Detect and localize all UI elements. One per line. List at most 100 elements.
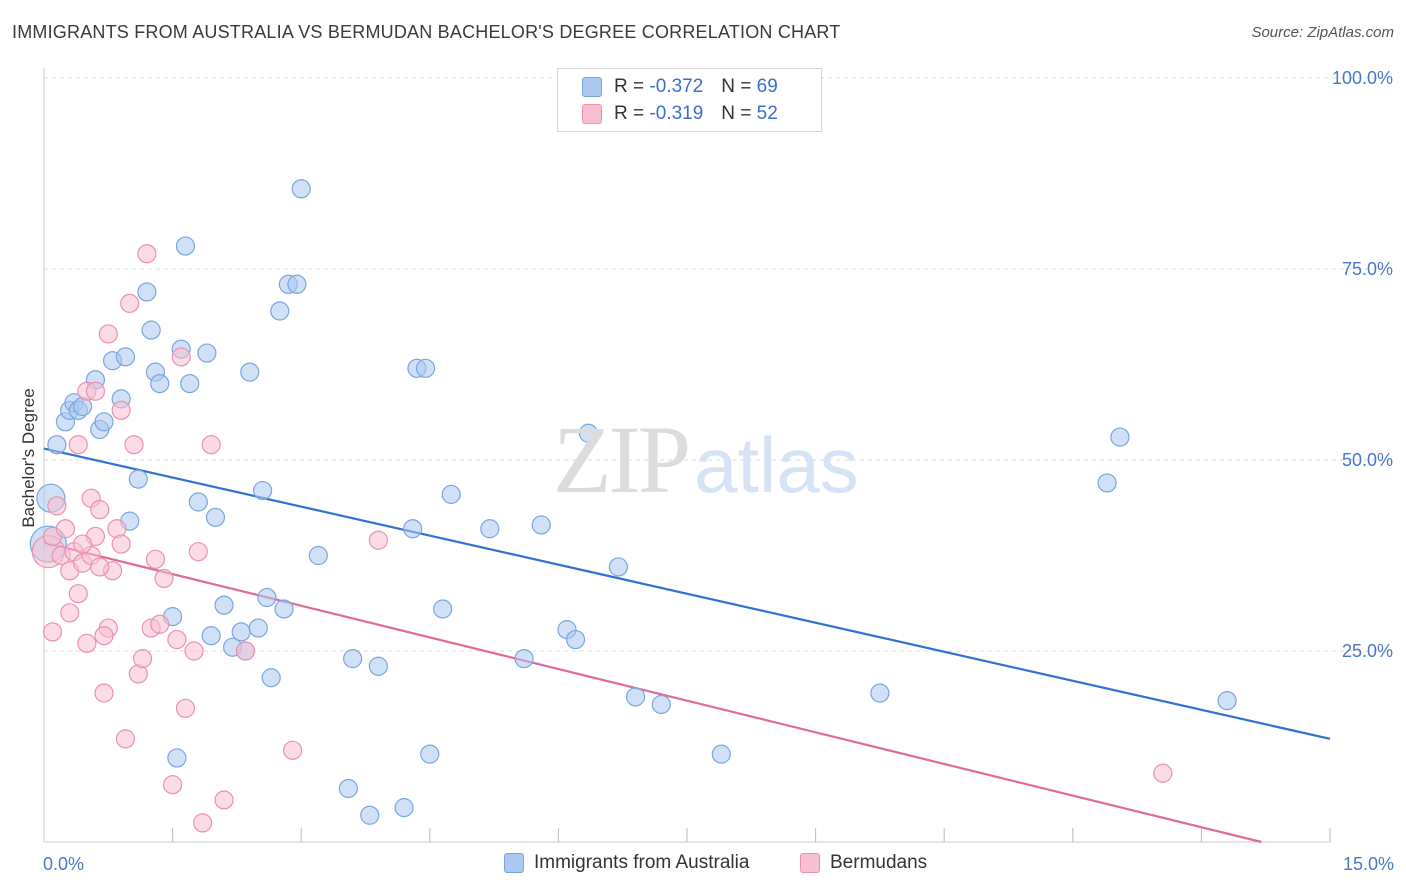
data-point-australia xyxy=(137,282,157,302)
data-point-australia xyxy=(167,748,187,768)
data-point-australia xyxy=(308,545,328,566)
data-point-bermudans xyxy=(98,324,118,344)
stats-legend-row-australia: R = -0.372 N = 69 xyxy=(582,75,778,99)
legend-label-bermudans: Bermudans xyxy=(830,852,928,873)
data-point-australia xyxy=(115,347,136,367)
trend-line-bermudans xyxy=(43,541,1262,844)
data-point-bermudans xyxy=(85,381,106,401)
n-value: 52 xyxy=(756,103,778,124)
data-point-australia xyxy=(197,343,217,363)
data-point-australia xyxy=(291,179,311,199)
data-point-bermudans xyxy=(193,813,213,833)
source-credit: Source: ZipAtlas.com xyxy=(1251,24,1394,41)
legend-swatch-blue xyxy=(504,853,524,873)
r-label: R = xyxy=(614,103,645,124)
data-point-australia xyxy=(201,626,221,646)
data-point-australia xyxy=(231,622,251,642)
data-point-bermudans xyxy=(283,740,303,760)
data-point-bermudans xyxy=(111,400,131,420)
data-point-australia xyxy=(415,358,436,378)
n-label: N = xyxy=(721,76,752,97)
data-point-australia xyxy=(360,805,380,825)
data-point-australia xyxy=(651,694,671,715)
data-point-bermudans xyxy=(111,534,131,554)
legend-label-australia: Immigrants from Australia xyxy=(534,852,750,873)
data-point-australia xyxy=(711,744,731,764)
scatter-points xyxy=(29,179,1237,833)
legend-swatch-blue xyxy=(582,77,602,97)
data-point-australia xyxy=(394,798,414,818)
data-point-bermudans xyxy=(94,683,114,703)
data-point-australia xyxy=(1217,691,1237,711)
data-point-australia xyxy=(205,507,226,527)
stats-legend-row-bermudans: R = -0.319 N = 52 xyxy=(582,102,778,126)
data-point-australia xyxy=(1110,427,1130,447)
data-point-bermudans xyxy=(171,347,191,367)
data-point-bermudans xyxy=(175,698,196,718)
data-point-bermudans xyxy=(72,534,93,554)
series-legend: Immigrants from Australia Bermudans xyxy=(0,852,1406,878)
legend-swatch-pink xyxy=(582,104,602,124)
data-point-bermudans xyxy=(167,629,187,650)
data-point-australia xyxy=(248,618,268,638)
data-point-bermudans xyxy=(120,293,140,313)
r-label: R = xyxy=(614,76,645,97)
data-point-australia xyxy=(175,236,196,256)
data-point-bermudans xyxy=(163,775,183,795)
data-point-bermudans xyxy=(47,496,67,516)
y-tick-label: 100.0% xyxy=(1332,68,1393,88)
data-point-australia xyxy=(441,484,461,504)
data-point-bermudans xyxy=(1153,763,1173,783)
legend-swatch-pink xyxy=(800,853,820,873)
data-point-bermudans xyxy=(68,584,88,604)
data-point-australia xyxy=(128,469,148,489)
legend-item-bermudans[interactable]: Bermudans xyxy=(800,852,927,874)
data-point-bermudans xyxy=(42,622,63,642)
y-tick-label: 50.0% xyxy=(1342,450,1393,470)
x-axis: 0.0% 15.0% xyxy=(43,828,1394,874)
data-point-australia xyxy=(257,587,277,608)
data-point-australia xyxy=(433,599,453,619)
data-point-australia xyxy=(180,374,200,394)
data-point-bermudans xyxy=(132,649,153,669)
data-point-bermudans xyxy=(235,641,256,661)
data-point-australia xyxy=(1097,473,1117,493)
data-point-australia xyxy=(287,274,307,294)
data-point-bermudans xyxy=(201,435,221,455)
data-point-bermudans xyxy=(60,603,80,623)
data-point-australia xyxy=(531,515,551,535)
stats-legend: R = -0.372 N = 69 R = -0.319 N = 52 xyxy=(557,68,822,132)
data-point-bermudans xyxy=(154,568,174,589)
data-point-bermudans xyxy=(94,626,114,646)
data-point-australia xyxy=(514,649,534,669)
data-point-bermudans xyxy=(214,790,234,810)
trend-line-australia xyxy=(43,447,1331,740)
grid-lines xyxy=(43,68,1390,842)
data-point-australia xyxy=(94,412,114,432)
data-point-australia xyxy=(343,649,363,669)
data-point-bermudans xyxy=(145,549,166,569)
data-point-australia xyxy=(188,492,208,512)
data-point-australia xyxy=(368,656,388,676)
data-point-australia xyxy=(480,519,500,539)
n-label: N = xyxy=(721,103,752,124)
y-axis-title: Bachelor's Degree xyxy=(19,388,38,527)
data-point-bermudans xyxy=(150,614,170,634)
data-point-australia xyxy=(270,301,290,321)
legend-item-australia[interactable]: Immigrants from Australia xyxy=(504,852,749,874)
data-point-australia xyxy=(625,687,646,707)
data-point-australia xyxy=(214,595,234,615)
data-point-bermudans xyxy=(184,641,204,661)
data-point-bermudans xyxy=(188,542,208,562)
data-point-australia xyxy=(150,374,170,394)
data-point-bermudans xyxy=(124,435,144,455)
data-point-australia xyxy=(608,557,629,577)
data-point-australia xyxy=(47,435,67,455)
r-value: -0.319 xyxy=(649,103,704,124)
data-point-australia xyxy=(253,480,273,501)
n-value: 69 xyxy=(756,76,778,97)
data-point-australia xyxy=(338,778,358,799)
data-point-australia xyxy=(578,423,599,443)
x-tick-label: 0.0% xyxy=(43,854,84,874)
